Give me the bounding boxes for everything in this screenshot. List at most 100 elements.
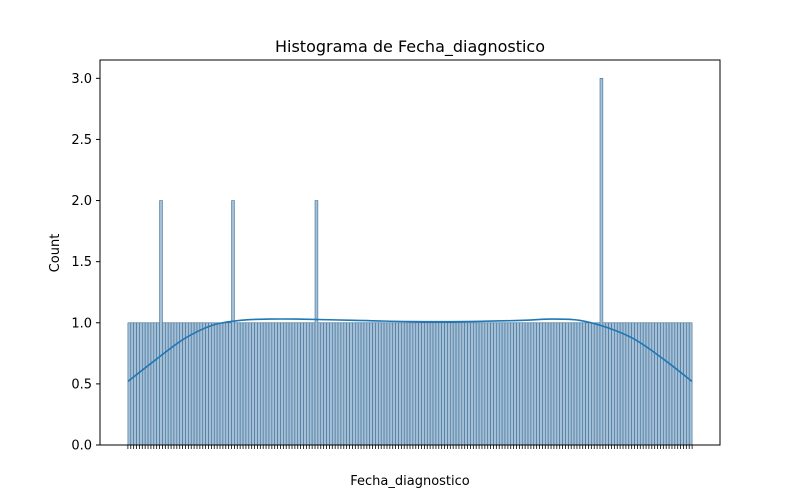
histogram-bar [507,322,512,446]
histogram-bar [222,322,227,446]
histogram-bar [340,322,345,446]
histogram-bar [421,322,425,446]
histogram-bar [208,322,212,446]
histogram-bar [236,322,241,446]
histogram-bar [245,322,250,446]
histogram-bar [680,322,684,446]
histogram-bar [588,322,592,446]
histogram-bar [219,322,224,446]
x-axis-label: Fecha_diagnostico [350,474,470,489]
histogram-bar [665,322,670,446]
histogram-bar [639,322,644,446]
histogram-bar [349,322,353,446]
histogram-bar [211,322,215,446]
y-tick-label: 1.0 [71,316,92,331]
histogram-bar [565,322,569,446]
histogram-bar [320,322,324,446]
histogram-bar [688,322,693,446]
histogram-bar [231,200,235,446]
y-axis-label: Count [48,234,63,273]
histogram-bar [254,322,258,446]
histogram-bar [291,322,296,446]
histogram-bar [234,322,238,446]
histogram-bar [133,322,137,446]
histogram-bar [346,322,350,446]
histogram-bar [501,322,506,446]
histogram-bar [496,322,500,446]
histogram-bar [593,322,598,446]
histogram-bar [216,322,221,446]
histogram-bar [136,322,140,446]
histogram-bar [498,322,503,446]
histogram-bar [429,322,434,446]
histogram-bar [300,322,304,446]
histogram-bar [398,322,402,446]
histogram-bar [527,322,532,446]
histogram-bar [631,322,635,446]
histogram-bar [150,322,155,446]
histogram-bar [378,322,382,446]
histogram-bar [438,322,442,446]
histogram-bar [380,322,385,446]
histogram-bar [628,322,632,446]
histogram-bar [283,322,287,446]
histogram-bar [444,322,448,446]
y-tick-label: 2.0 [71,194,92,209]
histogram-bar [605,322,609,446]
histogram-bar [461,322,465,446]
histogram-bar [415,322,419,446]
histogram-bar [504,322,509,446]
histogram-bar [314,200,319,446]
histogram-bar [677,322,681,446]
histogram-bar [274,322,278,446]
histogram-bar [331,322,336,446]
histogram-bar [426,322,431,446]
histogram-bar [432,322,437,446]
histogram-bar [674,322,679,446]
histogram-bar [544,322,549,446]
histogram-bar [130,322,134,446]
histogram-bar [159,200,163,446]
histogram-bar [156,322,160,446]
histogram-bar [686,322,690,446]
histogram-bar [167,322,172,446]
histogram-bar [424,322,428,446]
y-tick-label: 2.5 [71,133,92,148]
histogram-bar [162,322,166,446]
histogram-bar [481,322,486,446]
histogram-bar [570,322,575,446]
histogram-bar [205,322,209,446]
histogram-bar [228,322,232,446]
histogram-bar [395,322,399,446]
histogram-bar [547,322,552,446]
histogram-bar [458,322,463,446]
histogram-bar [470,322,474,446]
histogram-bar [242,322,247,446]
histogram-bar [455,322,460,446]
histogram-bar [559,322,563,446]
histogram-bar [562,322,566,446]
histogram-bar [553,322,558,446]
histogram-bar [403,322,408,446]
histogram-bar [645,322,650,446]
histogram-bar [513,322,517,446]
histogram-bar [599,78,604,446]
histogram-bar [265,322,270,446]
histogram-bar [303,322,307,446]
histogram-bar [576,322,581,446]
histogram-bar [452,322,457,446]
histogram-bar [127,322,132,446]
histogram-bar [199,322,204,446]
histogram-bar [616,322,621,446]
histogram-bar [188,322,192,446]
histogram-bar [213,322,218,446]
histogram-bar [516,322,520,446]
histogram-bar [202,322,206,446]
histogram-bar [248,322,252,446]
histogram-bar [657,322,661,446]
histogram-bar [648,322,653,446]
histogram-bar [366,322,371,446]
histogram-bar [521,322,526,446]
histogram-bar [153,322,157,446]
histogram-bar [602,322,607,446]
